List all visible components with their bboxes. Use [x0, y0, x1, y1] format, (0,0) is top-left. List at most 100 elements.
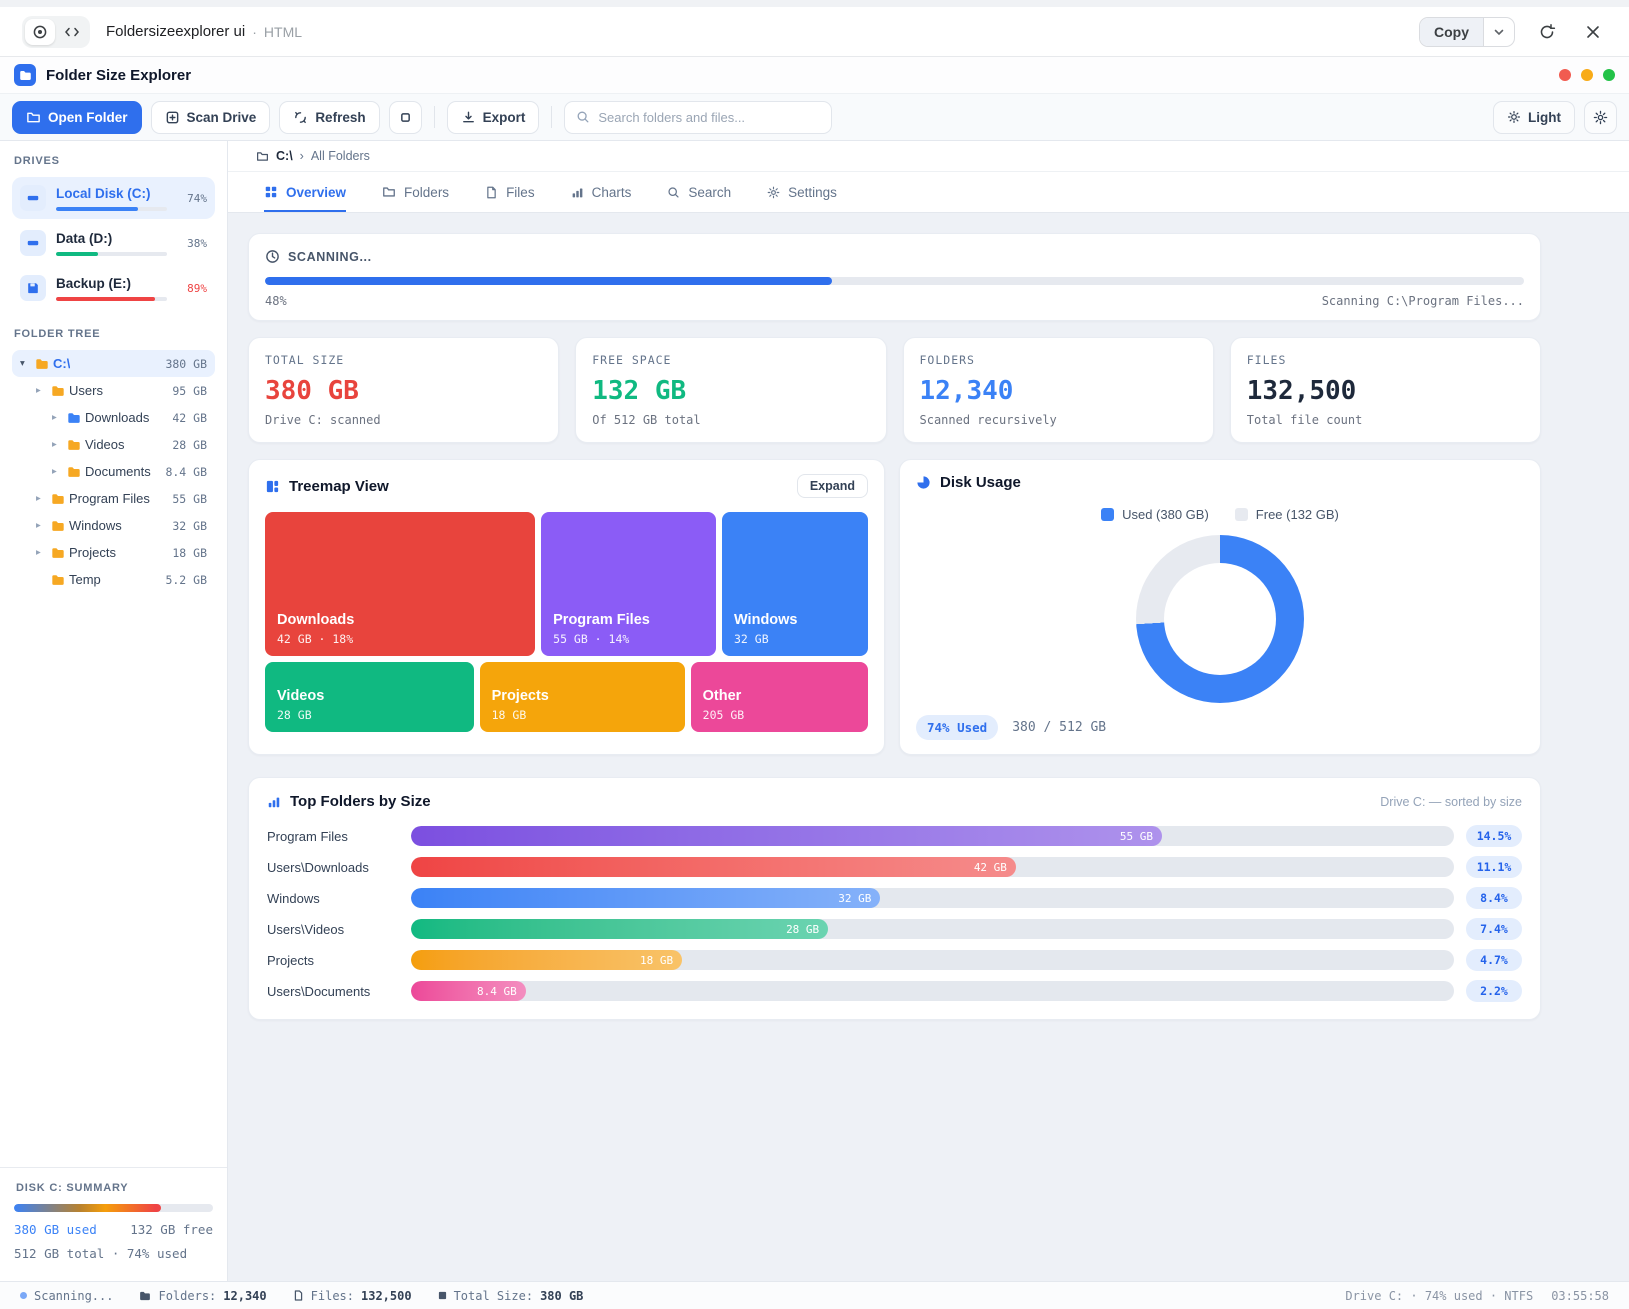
status-bar: Scanning... Folders: 12,340 Files: 132,5…: [0, 1281, 1629, 1309]
legend-free-label: Free (132 GB): [1256, 507, 1339, 522]
scan-status-text: Scanning C:\Program Files...: [1322, 294, 1524, 308]
clock-icon: [265, 249, 280, 264]
drive-name: Local Disk (C:): [56, 186, 167, 201]
settings-button[interactable]: [1584, 101, 1617, 134]
copy-dropdown-button[interactable]: [1483, 18, 1514, 46]
tab-search[interactable]: Search: [667, 172, 731, 212]
chevron-down-icon: [1493, 26, 1505, 38]
app-header: Folder Size Explorer: [0, 57, 1629, 93]
drive-usage-percent: 89%: [177, 282, 207, 295]
tab-overview[interactable]: Overview: [264, 172, 346, 212]
preview-eye-toggle[interactable]: [25, 19, 55, 45]
bar-chart-icon: [571, 186, 584, 199]
theme-toggle-button[interactable]: Light: [1493, 101, 1575, 134]
treemap-tile-program-files[interactable]: Program Files 55 GB · 14%: [541, 512, 716, 656]
tree-item-size: 42 GB: [172, 411, 207, 425]
toolbar-divider: [434, 106, 435, 128]
tree-item-program-files[interactable]: ▸ Program Files 55 GB: [12, 485, 215, 512]
treemap-tile-downloads[interactable]: Downloads 42 GB · 18%: [265, 512, 535, 656]
reload-button[interactable]: [1533, 18, 1561, 46]
drive-item-data-d[interactable]: Data (D:) 38%: [12, 222, 215, 264]
drive-item-local-disk-c[interactable]: Local Disk (C:) 74%: [12, 177, 215, 219]
treemap-tile-other[interactable]: Other 205 GB: [691, 662, 868, 732]
scanning-card: SCANNING... 48% Scanning C:\Program File…: [248, 233, 1541, 321]
traffic-light-red[interactable]: [1559, 69, 1571, 81]
folder-tree-section-title: FOLDER TREE: [14, 328, 213, 340]
search-box[interactable]: [564, 101, 832, 134]
caret-closed-icon[interactable]: ▸: [36, 547, 51, 558]
copy-split-button[interactable]: Copy: [1419, 17, 1515, 47]
treemap-tile-windows[interactable]: Windows 32 GB: [722, 512, 868, 656]
status-files-value: 132,500: [361, 1289, 412, 1303]
scan-drive-icon: [165, 110, 180, 125]
tree-item-label: Windows: [69, 518, 122, 533]
tree-item-c-root[interactable]: ▾ C:\ 380 GB: [12, 350, 215, 377]
stat-label: FOLDERS: [920, 353, 1197, 367]
drive-usage-track: [56, 252, 167, 256]
drive-name: Data (D:): [56, 231, 167, 246]
caret-closed-icon[interactable]: ▸: [36, 520, 51, 531]
stat-label: FILES: [1247, 353, 1524, 367]
tab-files[interactable]: Files: [485, 172, 535, 212]
main-toolbar: Open Folder Scan Drive Refresh Export: [0, 93, 1629, 141]
tree-item-videos[interactable]: ▸ Videos 28 GB: [12, 431, 215, 458]
legend-free-swatch: [1235, 508, 1248, 521]
traffic-light-yellow[interactable]: [1581, 69, 1593, 81]
folder-icon: [51, 519, 65, 533]
tree-item-documents[interactable]: ▸ Documents 8.4 GB: [12, 458, 215, 485]
stop-scan-button[interactable]: [389, 101, 422, 134]
caret-closed-icon[interactable]: ▸: [36, 493, 51, 504]
breadcrumb-root[interactable]: C:\: [276, 149, 293, 163]
used-total-ratio: 380 / 512 GB: [1012, 720, 1106, 735]
drive-item-backup-e[interactable]: Backup (E:) 89%: [12, 267, 215, 309]
tree-item-users[interactable]: ▸ Users 95 GB: [12, 377, 215, 404]
scan-progress-fill: [265, 277, 832, 285]
folder-icon: [51, 384, 65, 398]
traffic-light-green[interactable]: [1603, 69, 1615, 81]
scan-percent: 48%: [265, 294, 287, 308]
tree-item-downloads[interactable]: ▸ Downloads 42 GB: [12, 404, 215, 431]
caret-closed-icon[interactable]: ▸: [52, 412, 67, 423]
drive-usage-fill: [56, 207, 138, 211]
folder-icon: [51, 546, 65, 560]
export-button[interactable]: Export: [447, 101, 540, 134]
tree-item-temp[interactable]: Temp 5.2 GB: [12, 566, 215, 593]
tree-item-windows[interactable]: ▸ Windows 32 GB: [12, 512, 215, 539]
folder-icon: [35, 357, 49, 371]
app-logo: [14, 64, 36, 86]
tree-item-projects[interactable]: ▸ Projects 18 GB: [12, 539, 215, 566]
expand-button[interactable]: Expand: [797, 474, 868, 498]
refresh-button[interactable]: Refresh: [279, 101, 379, 134]
top-folders-subtitle: Drive C: — sorted by size: [1380, 795, 1522, 809]
disk-used-label: 380 GB used: [14, 1222, 97, 1237]
stat-subtext: Drive C: scanned: [265, 413, 542, 427]
code-view-toggle[interactable]: [57, 19, 87, 45]
disk-usage-donut-chart: [1136, 535, 1304, 703]
stat-card-total-size: TOTAL SIZE 380 GB Drive C: scanned: [248, 337, 559, 443]
search-input[interactable]: [598, 110, 820, 125]
treemap-tile-projects[interactable]: Projects 18 GB: [480, 662, 685, 732]
page-background-strip: [0, 0, 1629, 7]
copy-button[interactable]: Copy: [1420, 18, 1483, 46]
treemap-tile-videos[interactable]: Videos 28 GB: [265, 662, 474, 732]
tree-item-label: Documents: [85, 464, 151, 479]
tab-settings[interactable]: Settings: [767, 172, 837, 212]
stat-subtext: Total file count: [1247, 413, 1524, 427]
caret-closed-icon[interactable]: ▸: [52, 439, 67, 450]
open-folder-button[interactable]: Open Folder: [12, 101, 142, 134]
caret-open-icon[interactable]: ▾: [20, 358, 35, 369]
scan-drive-button[interactable]: Scan Drive: [151, 101, 271, 134]
tree-item-label: Program Files: [69, 491, 150, 506]
caret-closed-icon[interactable]: ▸: [36, 385, 51, 396]
folder-icon: [67, 438, 81, 452]
folder-icon: [51, 492, 65, 506]
preview-mode-toggle[interactable]: [22, 16, 90, 48]
tab-folders[interactable]: Folders: [382, 172, 449, 212]
disk-total-label: 512 GB total · 74% used: [14, 1246, 213, 1261]
breadcrumb-current[interactable]: All Folders: [311, 149, 370, 163]
close-button[interactable]: [1579, 18, 1607, 46]
caret-closed-icon[interactable]: ▸: [52, 466, 67, 477]
bar-fill: 32 GB: [411, 888, 880, 908]
drive-usage-track: [56, 207, 167, 211]
tab-charts[interactable]: Charts: [571, 172, 632, 212]
